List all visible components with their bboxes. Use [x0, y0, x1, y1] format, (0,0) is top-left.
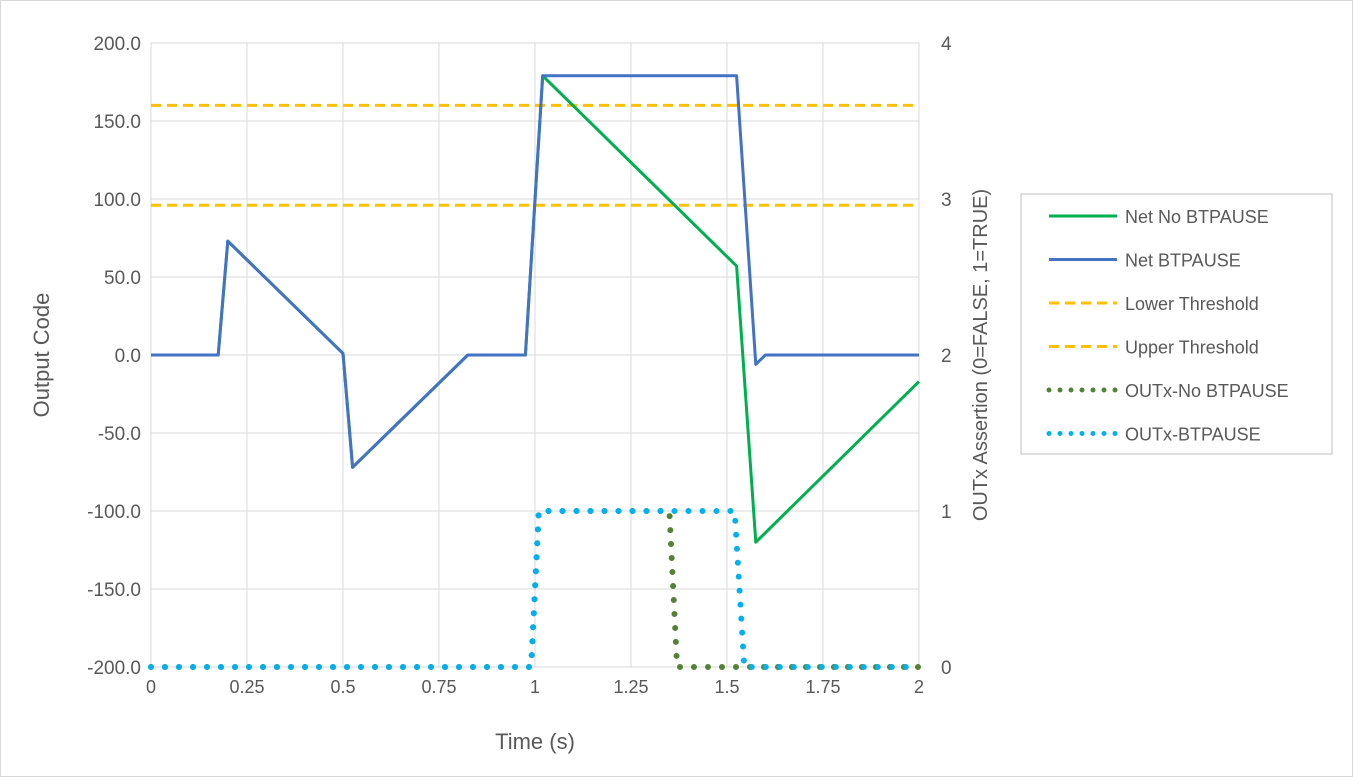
legend-label: Net BTPAUSE	[1125, 251, 1241, 271]
y-tick-label: -100.0	[87, 502, 141, 523]
y-tick-label: 0.0	[115, 346, 141, 367]
series-net-btpause	[151, 74, 919, 469]
y-tick-label: -150.0	[87, 580, 141, 601]
y-axis-label: Output Code	[29, 293, 54, 418]
y-tick-label: -200.0	[87, 658, 141, 679]
x-tick-label: 0.5	[330, 677, 355, 697]
x-tick-label: 0.25	[229, 677, 264, 697]
x-tick-label: 1.25	[613, 677, 648, 697]
y2-axis-label: OUTx Assertion (0=FALSE, 1=TRUE)	[970, 189, 992, 521]
y-tick-label: -50.0	[98, 424, 141, 445]
x-tick-label: 2	[914, 677, 924, 697]
x-tick-label: 0	[146, 677, 156, 697]
x-tick-label: 1.5	[714, 677, 739, 697]
y-tick-label: 100.0	[93, 190, 141, 211]
legend-label: OUTx-BTPAUSE	[1125, 425, 1261, 445]
y2-tick-label: 2	[941, 346, 952, 367]
x-axis-label: Time (s)	[495, 729, 575, 754]
legend-label: Lower Threshold	[1125, 294, 1259, 314]
y-tick-label: 50.0	[104, 268, 141, 289]
y2-tick-label: 3	[941, 190, 952, 211]
legend-box	[1020, 193, 1333, 455]
y2-tick-label: 1	[941, 502, 952, 523]
y-tick-label: 150.0	[93, 112, 141, 133]
legend-label: Upper Threshold	[1125, 338, 1259, 358]
x-tick-label: 1.75	[805, 677, 840, 697]
y2-tick-label: 0	[941, 658, 952, 679]
legend-label: Net No BTPAUSE	[1125, 207, 1269, 227]
y-tick-label: 200.0	[93, 34, 141, 55]
x-tick-label: 0.75	[421, 677, 456, 697]
y2-tick-label: 4	[941, 34, 952, 55]
legend-label: OUTx-No BTPAUSE	[1125, 381, 1289, 401]
x-tick-label: 1	[530, 677, 540, 697]
